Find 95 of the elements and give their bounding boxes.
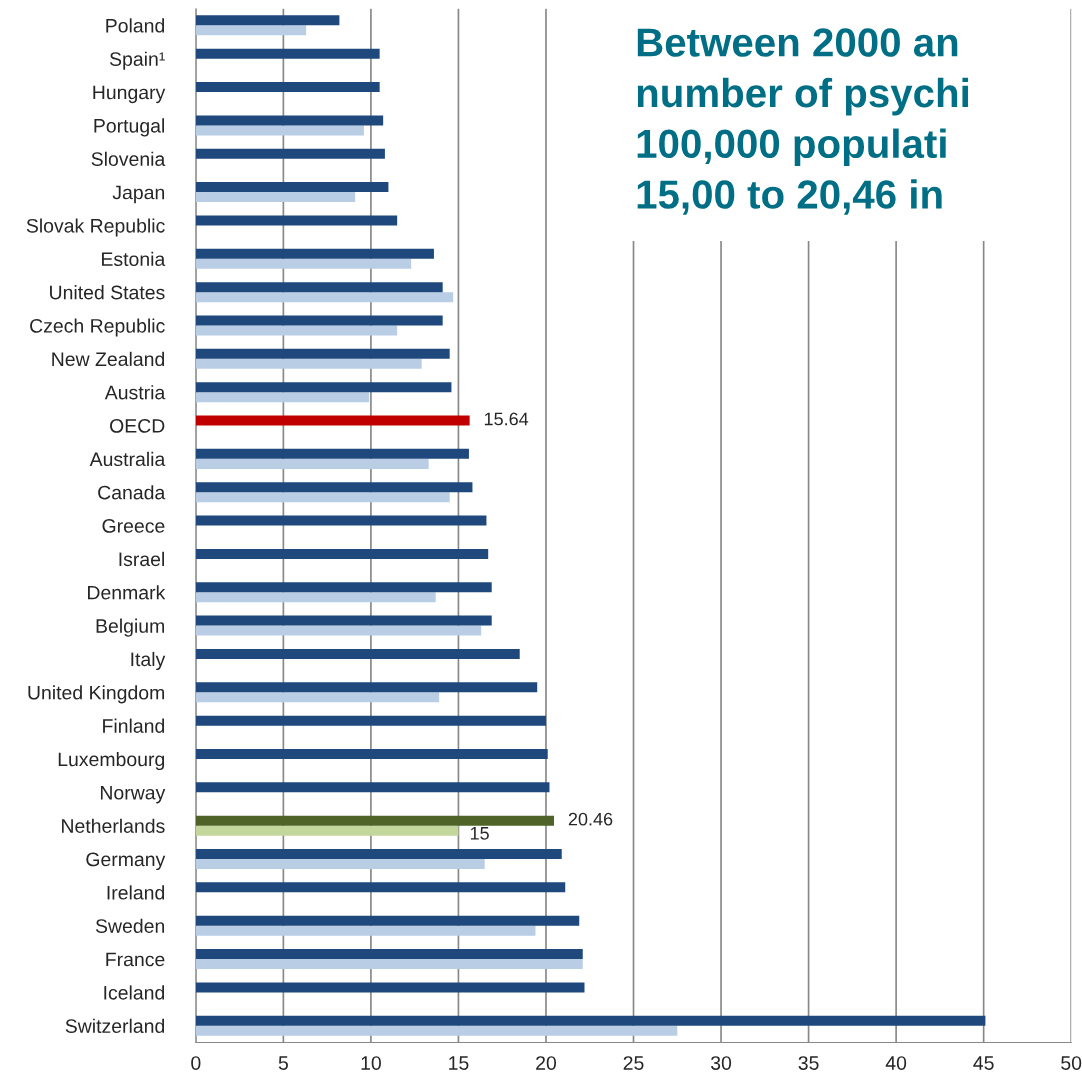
bar [195,882,566,893]
bar [195,448,469,459]
bar [195,115,384,126]
y-tick-label: Canada [98,485,166,500]
y-tick-label: Portugal [94,118,164,137]
x-tick-label: 10 [361,1056,381,1070]
bar [195,292,454,303]
y-tick-label: Slovak Republic [26,218,165,237]
x-tick-label: 25 [623,1056,644,1070]
y-tick-label: Spain¹ [109,51,165,70]
y-tick-label: New Zealand [52,351,165,367]
bar [195,325,398,336]
bar [195,182,389,193]
bar [195,1015,986,1026]
bar [195,959,583,970]
y-tick-label: Greece [102,519,165,533]
bar [195,25,307,36]
y-tick-label: Switzerland [65,1018,165,1033]
y-tick-label: Slovenia [91,151,166,166]
y-tick-label: France [106,952,165,967]
bar [195,748,548,759]
y-tick-label: Ireland [107,885,165,900]
bar [195,515,487,526]
bar [195,548,489,559]
bar [195,849,562,860]
bar [195,925,536,936]
y-tick-label: Finland [103,718,165,733]
data-label: 15 [470,827,489,840]
bar [195,315,443,326]
data-label: 20.46 [568,812,613,826]
y-tick-label: Norway [100,786,166,804]
bar [195,715,546,726]
bar [195,692,440,703]
bar [195,215,398,226]
bar [195,592,436,603]
x-tick-label: 30 [710,1056,732,1070]
bar [195,825,459,836]
y-tick-label: Israel [119,551,164,567]
bar [195,582,492,593]
bar [195,648,520,659]
bar [195,458,429,469]
y-tick-label: Australia [89,451,166,467]
bar [195,982,585,993]
bar [195,625,482,636]
y-tick-label: Austria [104,385,166,400]
x-tick-label: 50 [1061,1056,1082,1070]
x-tick-label: 35 [798,1056,819,1070]
bar [195,282,443,293]
x-tick-label: 45 [973,1056,994,1070]
bar [195,815,555,826]
bar [195,1025,678,1036]
y-tick-label: Italy [131,651,166,671]
bar [195,915,580,926]
y-tick-label: Hungary [93,85,166,104]
x-tick-label: 15 [449,1056,469,1070]
bar [195,382,452,393]
y-tick-label: United States [50,285,165,300]
y-tick-label: Denmark [88,585,166,600]
y-tick-label: Sweden [95,918,165,933]
y-tick-label: OECD [110,418,165,433]
x-tick-label: 40 [885,1056,907,1070]
y-tick-label: United Kingdom [28,685,165,704]
bar [195,392,370,403]
y-tick-label: Czech Republic [30,318,165,337]
bar [195,415,470,426]
bar [195,492,450,503]
bar [195,15,340,26]
y-tick-label: Estonia [102,251,166,267]
y-tick-label: Luxembourg [58,751,165,771]
bar [195,192,356,203]
y-tick-label: Japan [112,185,165,204]
text: Between 2000 an number of psychi 100,000 populati 15,00 to 20,46 in [637,28,968,215]
bar [195,48,380,59]
bar [195,482,473,493]
bar [195,615,492,626]
bar [195,148,385,159]
y-tick-label: Belgium [96,618,165,637]
bar [195,258,412,269]
bar [195,82,380,93]
x-tick-label: 0 [191,1056,201,1070]
y-tick-label: Netherlands [62,818,165,833]
bar [195,125,364,136]
x-tick-label: 5 [278,1056,288,1070]
y-tick-label: Iceland [104,985,165,1000]
bar [195,782,550,793]
bar [195,949,583,960]
bar [195,248,434,259]
y-tick-label: Poland [106,18,165,33]
bar [195,859,485,870]
bar [195,348,450,359]
x-tick-label: 20 [536,1056,557,1070]
bar [195,682,538,693]
data-label: 15.64 [484,412,529,426]
bar [195,358,422,369]
y-tick-label: Germany [86,852,166,871]
